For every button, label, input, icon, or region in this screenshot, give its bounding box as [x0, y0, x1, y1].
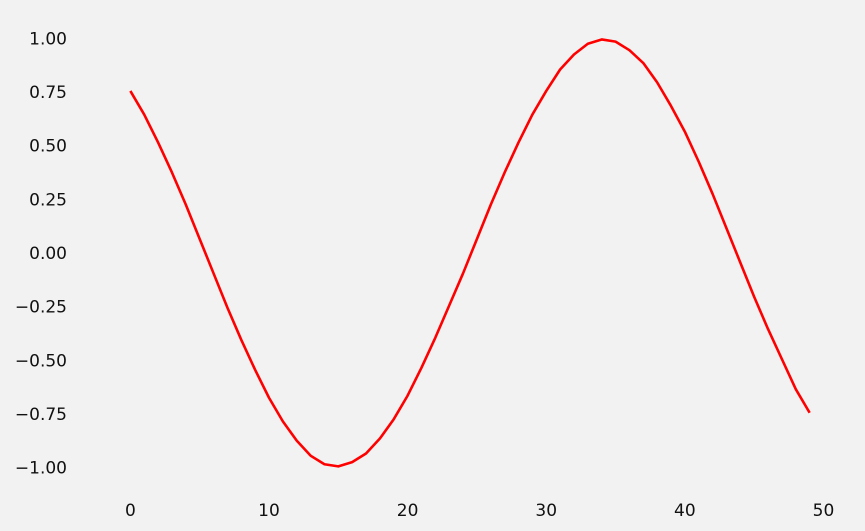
y-tick-label: −1.00 — [15, 459, 67, 479]
y-tick-label: 0.50 — [29, 137, 67, 157]
x-tick-label: 20 — [397, 501, 419, 521]
x-tick-label: 30 — [535, 501, 557, 521]
y-tick-label: −0.75 — [15, 405, 67, 425]
series-line — [129, 38, 811, 468]
y-tick-label: 0.75 — [29, 83, 67, 103]
y-axis-ticks: 1.00 0.75 0.50 0.25 0.00 −0.25 −0.50 −0.75 −1.00 — [15, 29, 67, 478]
y-tick-label: 1.00 — [29, 29, 67, 49]
y-tick-label: 0.00 — [29, 244, 67, 264]
x-tick-label: 0 — [125, 501, 136, 521]
y-tick-label: −0.50 — [15, 351, 67, 371]
y-tick-label: 0.25 — [29, 190, 67, 210]
x-tick-label: 50 — [813, 501, 835, 521]
x-axis-ticks: 0 10 20 30 40 50 — [125, 501, 834, 521]
y-tick-label: −0.25 — [15, 298, 67, 318]
x-tick-label: 40 — [674, 501, 696, 521]
series-layer — [129, 38, 811, 468]
x-tick-label: 10 — [258, 501, 280, 521]
